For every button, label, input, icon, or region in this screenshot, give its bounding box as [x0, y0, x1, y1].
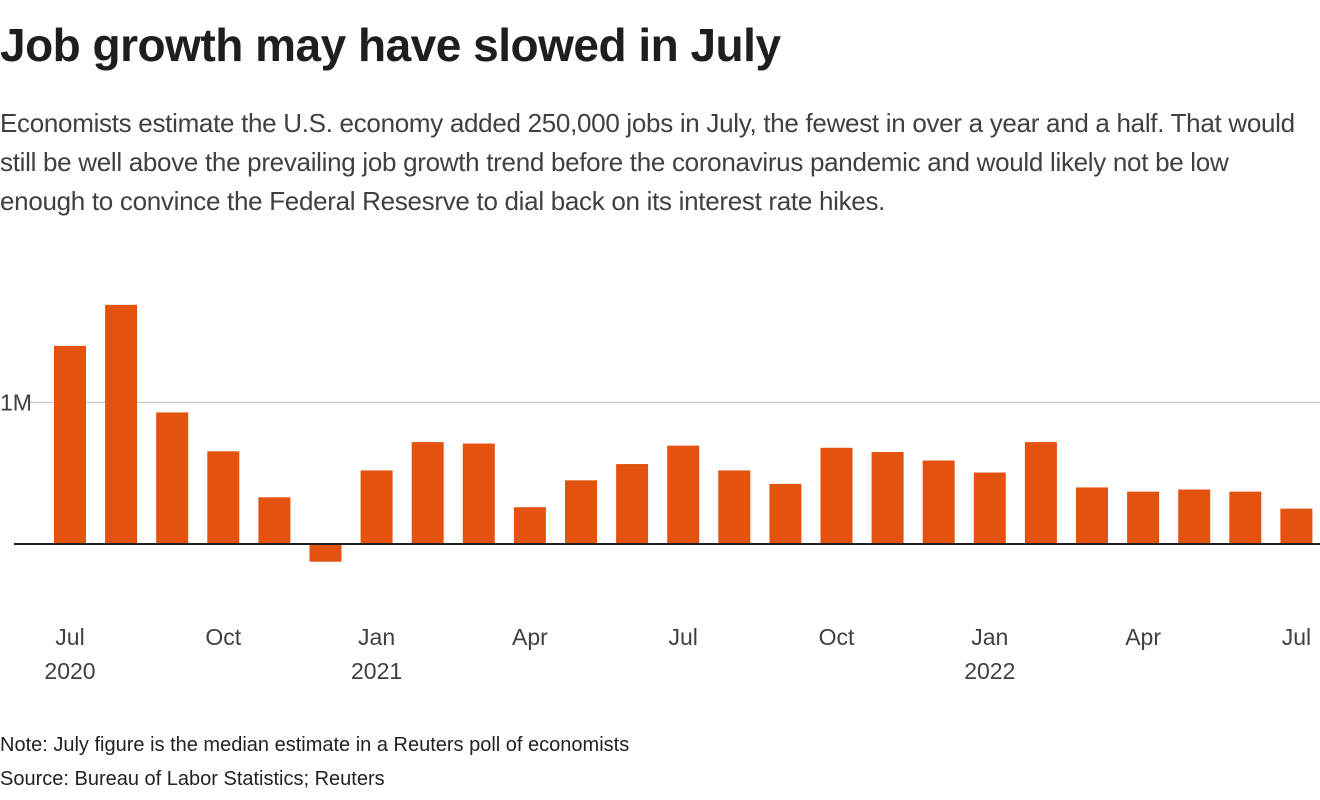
x-tick-label: Jan	[971, 624, 1008, 650]
chart-subtitle: Economists estimate the U.S. economy add…	[0, 108, 1295, 216]
bar	[565, 480, 597, 544]
bar	[411, 442, 444, 544]
bar	[309, 544, 342, 562]
x-tick-label: Jul	[668, 624, 697, 650]
bar	[769, 483, 802, 544]
footnote: Note: July figure is the median estimate…	[0, 734, 630, 756]
bar	[1024, 442, 1057, 544]
x-tick-label: Apr	[512, 624, 548, 650]
bar	[922, 460, 955, 544]
bar	[207, 451, 240, 544]
y-tick-label: 1M	[0, 390, 32, 416]
bar	[258, 497, 291, 544]
bar	[973, 472, 1006, 544]
bar	[1178, 489, 1211, 544]
x-tick-label: Jul	[1282, 624, 1311, 650]
x-tick-label: Oct	[205, 624, 241, 650]
bar	[360, 470, 393, 544]
bar	[1229, 491, 1262, 544]
bar	[718, 470, 751, 544]
x-tick-year-label: 2020	[44, 658, 95, 684]
bar	[156, 412, 189, 544]
source-line: Source: Bureau of Labor Statistics; Reut…	[0, 768, 385, 790]
bar	[105, 304, 138, 544]
x-tick-label: Apr	[1125, 624, 1161, 650]
gridlines: 1M	[0, 390, 1320, 416]
bar	[871, 452, 904, 544]
bar	[820, 447, 853, 544]
bar	[667, 445, 700, 544]
x-tick-label: Jan	[358, 624, 395, 650]
bars	[54, 304, 1313, 562]
bar	[462, 443, 495, 544]
bar	[1076, 487, 1108, 544]
bar	[54, 345, 86, 544]
axes: Jul 2020 Oct Jan 2021 Apr Jul Oct Jan 2022 Apr Jul	[14, 543, 1320, 684]
bar	[1127, 491, 1160, 544]
x-tick-year-label: 2022	[964, 658, 1015, 684]
bar	[616, 464, 649, 544]
bar	[1280, 508, 1313, 544]
x-tick-year-label: 2021	[351, 658, 402, 684]
x-tick-label: Oct	[819, 624, 855, 650]
bar	[513, 507, 546, 544]
x-tick-label: Jul	[55, 624, 84, 650]
chart-title: Job growth may have slowed in July	[0, 19, 781, 71]
